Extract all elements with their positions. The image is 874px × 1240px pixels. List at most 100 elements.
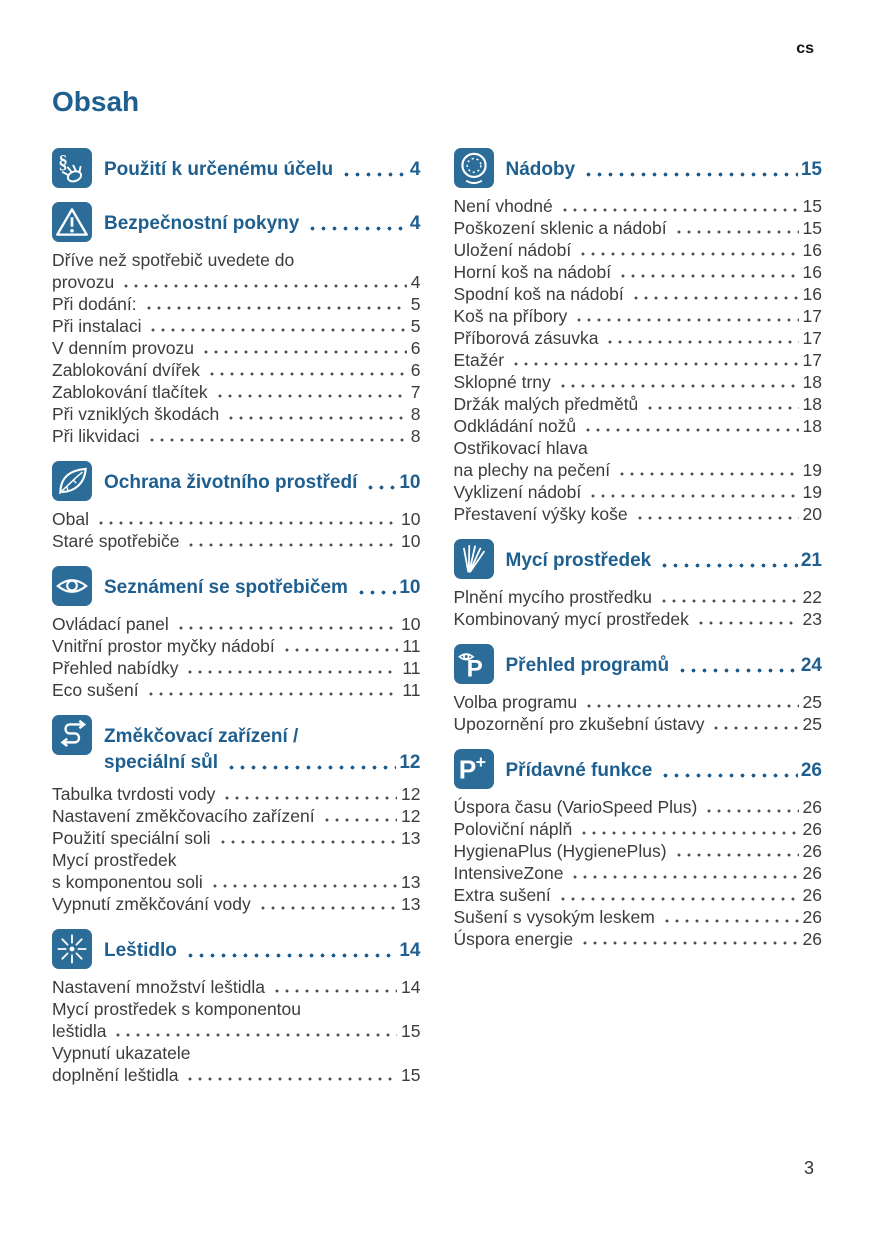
toc-columns: § Použití k určenému účelu 4 Bezpečnostní p… [52, 148, 822, 1088]
toc-section: Seznámení se spotřebičem 10 Ovládací panel… [52, 566, 421, 701]
toc-column-left: § Použití k určenému účelu 4 Bezpečnostní p… [52, 148, 421, 1088]
entry-page-number: 26 [802, 819, 822, 839]
entry-row: Úspora času (VarioSpeed Plus) 26 [454, 796, 823, 818]
dot-leader [673, 229, 799, 235]
section-page-number: 14 [399, 940, 421, 961]
section-title-line: Mycí prostředek 21 [506, 548, 823, 574]
toc-entry: Přestavení výšky koše 20 [454, 503, 823, 525]
softener-icon [52, 715, 92, 755]
section-entries: Úspora času (VarioSpeed Plus) 26 Poloviční… [454, 796, 823, 950]
paragraph-hand-icon: § [52, 148, 92, 188]
dot-leader [659, 562, 798, 569]
entry-row: Volba programu 25 [454, 691, 823, 713]
entry-text: Tabulka tvrdosti vody [52, 784, 216, 804]
section-title: Změkčovací zařízení / [104, 726, 299, 747]
entry-text: Spodní koš na nádobí [453, 284, 624, 304]
entry-row: Přehled nabídky 11 [52, 657, 421, 679]
toc-entry: V denním provozu 6 [52, 337, 421, 359]
toc-entry: Při instalaci 5 [52, 315, 421, 337]
section-entries: Obal 10 Staré spotřebiče 10 [52, 508, 421, 552]
dot-leader [578, 251, 799, 257]
entry-page-number: 12 [401, 806, 421, 826]
dot-leader [146, 437, 407, 443]
svg-text:+: + [475, 752, 485, 772]
dot-leader [222, 795, 398, 801]
entry-row: Vyklizení nádobí 19 [454, 481, 823, 503]
dot-leader [605, 339, 799, 345]
toc-section: Ochrana životního prostředí 10 Obal 10 Staré… [52, 461, 421, 552]
entry-page-number: 10 [401, 614, 421, 634]
entry-row: Přestavení výšky koše 20 [454, 503, 823, 525]
entry-text: Použití speciální soli [52, 828, 211, 848]
entry-page-number: 13 [401, 828, 421, 848]
entry-page-number: 14 [401, 977, 421, 997]
toc-entry: Úspora času (VarioSpeed Plus) 26 [454, 796, 823, 818]
toc-entry: Při likvidaci 8 [52, 425, 421, 447]
toc-entry: Etažér 17 [454, 349, 823, 371]
entry-page-number: 15 [802, 218, 822, 238]
toc-entry: Vypnutí změkčování vody 13 [52, 893, 421, 915]
dot-leader [175, 625, 398, 631]
entry-row: Staré spotřebiče 10 [52, 530, 421, 552]
section-title: Nádoby [505, 159, 576, 180]
entry-text: Uložení nádobí [453, 240, 572, 260]
entry-page-number: 25 [802, 692, 822, 712]
toc-entry: Tabulka tvrdosti vody 12 [52, 783, 421, 805]
entry-page-number: 26 [802, 863, 822, 883]
toc-entry: Plnění mycího prostředku 22 [454, 586, 823, 608]
entry-text: Není vhodné [453, 196, 553, 216]
entry-page-number: 5 [410, 316, 421, 336]
entry-page-number: 15 [802, 196, 822, 216]
section-page-number: 12 [399, 752, 421, 773]
entry-row: Při instalaci 5 [52, 315, 421, 337]
entry-text: Horní koš na nádobí [453, 262, 612, 282]
entry-page-number: 10 [401, 531, 421, 551]
toc-entry: Staré spotřebiče 10 [52, 530, 421, 552]
entry-page-number: 20 [802, 504, 822, 524]
toc-entry: Nastavení množství leštidla 14 [52, 976, 421, 998]
entry-row: Příborová zásuvka 17 [454, 327, 823, 349]
dot-leader [579, 830, 799, 836]
entry-text: Při instalaci [52, 316, 142, 336]
dot-leader [583, 427, 799, 433]
dot-leader [272, 988, 398, 994]
dot-leader [226, 415, 407, 421]
toc-entry: Koš na příbory 17 [454, 305, 823, 327]
toc-section-header: P Přehled programů 24 [453, 644, 822, 684]
entry-page-number: 11 [402, 658, 421, 678]
entry-page-number: 11 [402, 680, 421, 700]
toc-section-header: Změkčovací zařízení / speciální sůl 12 [52, 715, 421, 776]
dot-leader [321, 817, 398, 823]
dot-leader [711, 725, 799, 731]
entry-page-number: 17 [802, 328, 822, 348]
entry-row: Sklopné trny 18 [454, 371, 823, 393]
entry-text-line: Ostřikovací hlava [453, 438, 588, 458]
section-title-block: Nádoby 15 [506, 148, 823, 183]
toc-entry: Zablokování tlačítek 7 [52, 381, 421, 403]
entry-page-number: 26 [802, 929, 822, 949]
section-title: speciální sůl [104, 752, 219, 773]
warning-triangle-icon [52, 202, 92, 242]
dot-leader [645, 405, 799, 411]
manual-toc-page: cs Obsah § Použití k určenému účelu 4 Bezpe… [52, 40, 822, 1088]
entry-text: Přehled nabídky [52, 658, 179, 678]
section-title-block: Ochrana životního prostředí 10 [104, 461, 421, 496]
entry-row: Při likvidaci 8 [52, 425, 421, 447]
svg-text:P: P [458, 754, 476, 784]
entry-page-number: 18 [802, 372, 822, 392]
toc-entry: Není vhodné 15 [454, 195, 823, 217]
entry-row: leštidla 15 [52, 1020, 421, 1042]
entry-row: Sušení s vysokým leskem 26 [454, 906, 823, 928]
entry-text: na plechy na pečení [453, 460, 611, 480]
entry-page-number: 5 [410, 294, 421, 314]
detergent-icon [453, 539, 494, 579]
entry-page-number: 22 [802, 587, 822, 607]
section-entries: Dříve než spotřebič uvedete do provozu 4 Př… [52, 249, 421, 447]
section-title-line: Přídavné funkce 26 [506, 758, 823, 784]
entry-row: Uložení nádobí 16 [454, 239, 823, 261]
entry-text: IntensiveZone [453, 863, 564, 883]
dot-leader [341, 171, 407, 178]
entry-page-number: 16 [802, 284, 822, 304]
program-eye-icon: P [453, 644, 494, 684]
toc-entry: Sklopné trny 18 [454, 371, 823, 393]
